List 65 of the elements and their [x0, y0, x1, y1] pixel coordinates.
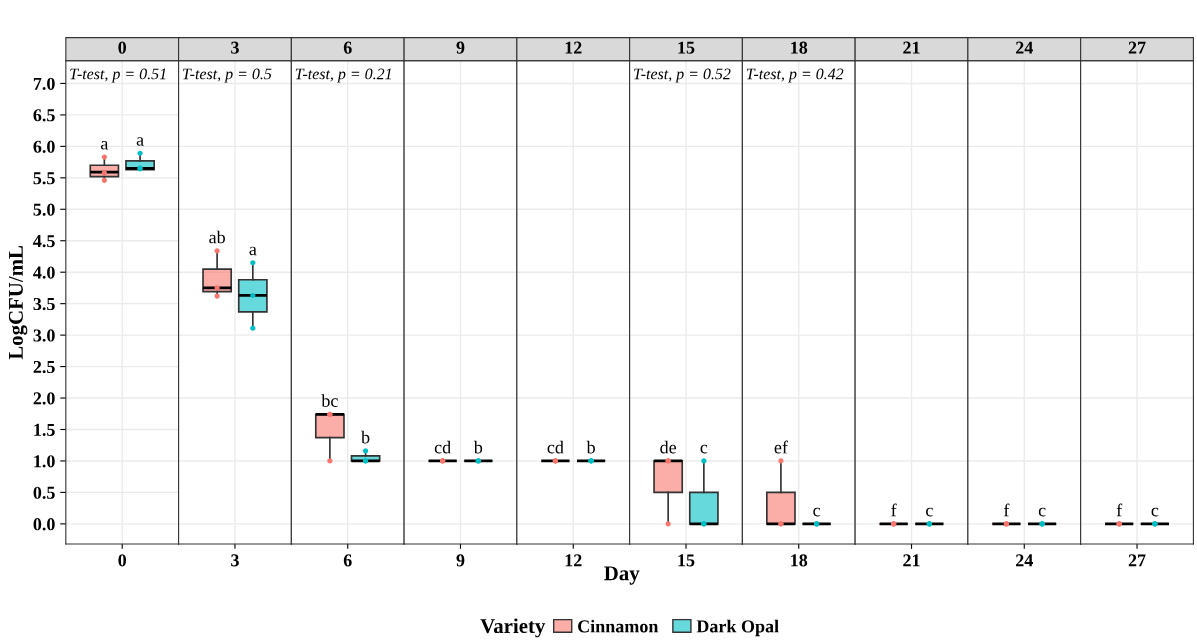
y-tick-label: 4.5	[33, 235, 55, 248]
annotation: c	[1038, 507, 1046, 517]
x-tick-label: 21	[903, 41, 920, 54]
text: 24	[1016, 554, 1033, 567]
y-tick-label: 4.0	[33, 266, 55, 279]
text: 9	[456, 554, 465, 567]
legend-label: Cinnamon	[578, 619, 659, 633]
chart-subtitle: T-test, p = 0.51	[70, 68, 166, 83]
chart-subtitle: T-test, p = 0.5	[183, 68, 272, 83]
x-tick-label: 24	[1016, 41, 1033, 54]
x-tick-label: 27	[1128, 41, 1146, 54]
annotation: ef	[774, 440, 788, 454]
text: 15	[678, 554, 695, 567]
annotation: f	[891, 503, 897, 517]
text: 27	[1128, 554, 1146, 567]
annotation: c	[926, 507, 933, 517]
y-tick-label: 5.5	[33, 172, 55, 185]
text: 18	[791, 554, 808, 567]
annotation: ab	[209, 230, 225, 244]
y-tick-label: 2.5	[33, 360, 55, 374]
annotation: f	[1003, 503, 1010, 517]
x-tick-label: 6	[343, 41, 352, 54]
y-tick-label: 1.0	[34, 455, 55, 468]
annotation: a	[100, 140, 109, 150]
annotation: cd	[547, 440, 564, 454]
x-tick-label: 0	[118, 41, 127, 54]
annotation: f	[1116, 503, 1123, 517]
y-axis-title: LogCFU/mL	[8, 245, 28, 360]
chart-subtitle: T-test, p = 0.42	[746, 68, 844, 83]
annotation: c	[700, 444, 708, 454]
annotation: c	[1151, 507, 1159, 517]
x-tick-label: 12	[565, 41, 582, 54]
x-tick-label: 15	[678, 41, 695, 54]
annotation: b	[361, 430, 370, 444]
text: 12	[565, 554, 582, 567]
x-tick-label: 9	[456, 41, 465, 54]
annotation: b	[473, 440, 483, 454]
annotation: a	[136, 137, 144, 146]
y-tick-label: 6.0	[33, 140, 55, 153]
y-tick-label: 0.0	[33, 518, 55, 531]
x-tick-label: 18	[791, 41, 808, 54]
annotation: c	[813, 507, 821, 517]
chart-subtitle: T-test, p = 0.52	[634, 68, 731, 83]
x-axis-title: Day	[604, 566, 640, 585]
text: 21	[903, 554, 920, 567]
legend-label: Dark Opal	[696, 619, 779, 637]
y-tick-label: 1.5	[34, 423, 55, 437]
chart-subtitle: T-test, p = 0.21	[295, 68, 391, 83]
y-tick-label: 2.0	[33, 392, 55, 405]
annotation: a	[249, 246, 257, 256]
y-tick-label: 0.5	[33, 486, 55, 499]
text: 3	[231, 554, 239, 567]
x-tick-label: 3	[231, 41, 239, 54]
y-tick-label: 3.5	[33, 297, 55, 311]
text: 6	[343, 554, 352, 567]
annotation: bc	[321, 394, 338, 407]
y-tick-label: 5.0	[33, 203, 55, 216]
annotation: b	[586, 440, 595, 454]
annotation: cd	[434, 440, 451, 454]
y-tick-label: 3.0	[33, 329, 55, 342]
y-tick-label: 7.0	[33, 77, 55, 90]
annotation: de	[660, 440, 677, 454]
legend-title: Variety	[480, 618, 546, 638]
y-tick-label: 6.5	[33, 109, 55, 122]
text: 0	[118, 554, 127, 567]
